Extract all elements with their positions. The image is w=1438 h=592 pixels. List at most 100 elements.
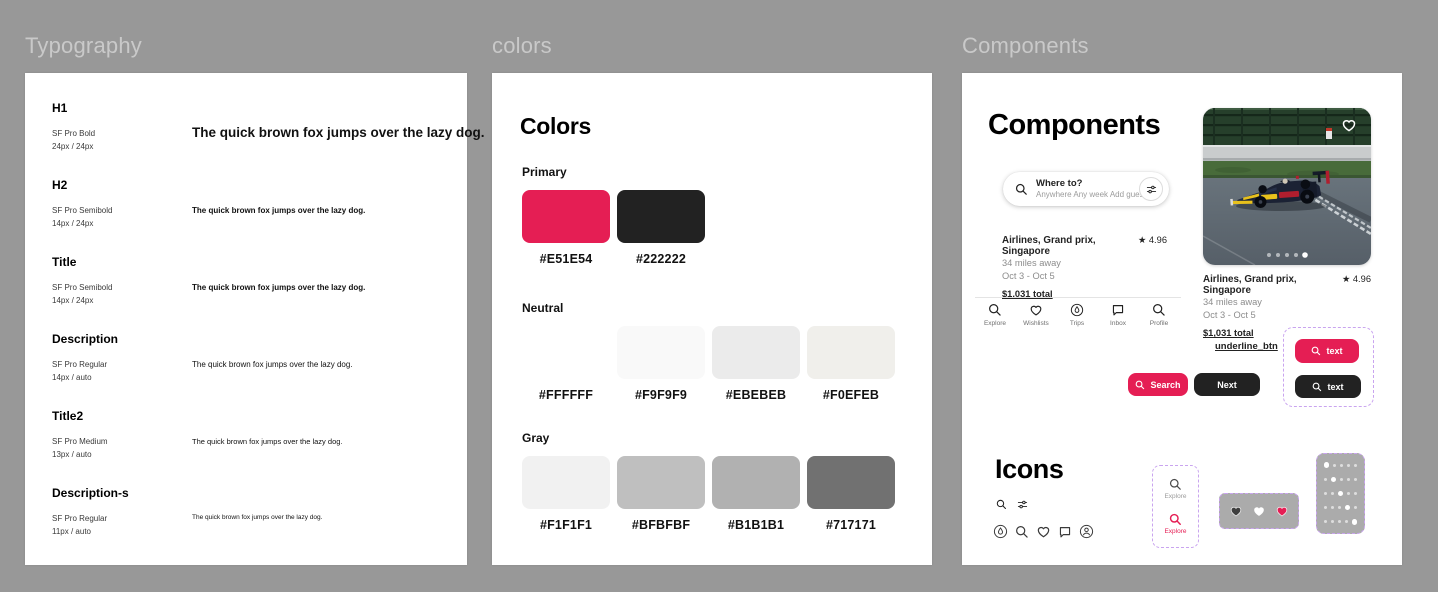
star-icon: ★ — [1137, 235, 1147, 245]
listing-card-text[interactable]: Airlines, Grand prix, Singapore ★ 4.96 3… — [1203, 274, 1371, 341]
search-icon — [1169, 513, 1181, 525]
heart-icon — [1030, 305, 1042, 316]
dot — [1337, 490, 1344, 497]
type-style-row-description-s: Description-s SF Pro Regular 11px / auto … — [52, 486, 459, 556]
dot — [1333, 463, 1337, 467]
color-swatch: #F0EFEB — [807, 326, 895, 402]
dot — [1347, 491, 1351, 495]
color-group-gray: Gray #F1F1F1 #BFBFBF #B1B1B1 #717171 — [522, 431, 895, 532]
explore-item-active[interactable]: Explore — [1164, 513, 1187, 535]
search-icon — [1313, 382, 1322, 391]
nav-item-profile[interactable]: Profile — [1139, 303, 1179, 327]
swatch-hex-label: #F1F1F1 — [539, 518, 593, 532]
listing-photo-card[interactable] — [1203, 108, 1371, 265]
search-icon — [1015, 183, 1027, 195]
next-button[interactable]: Next — [1194, 373, 1260, 396]
text-button-pink[interactable]: text — [1295, 339, 1359, 363]
search-icon — [1169, 479, 1181, 491]
dot — [1330, 491, 1334, 495]
type-style-row-h1: H1 SF Pro Bold 24px / 24px The quick brow… — [52, 101, 485, 171]
type-style-sample: The quick brown fox jumps over the lazy … — [192, 125, 485, 140]
listing-dates: Oct 3 - Oct 5 — [1203, 310, 1256, 320]
belo-circle-icon — [993, 524, 1008, 539]
button-variants-group: text text — [1283, 327, 1374, 407]
heart-icon-dark[interactable] — [1229, 504, 1243, 518]
carousel-dots — [1267, 252, 1308, 258]
type-style-name: Description-s — [52, 486, 129, 500]
color-swatch: #F9F9F9 — [617, 326, 705, 402]
dot — [1323, 491, 1327, 495]
pagination-dots-grid[interactable] — [1316, 453, 1365, 534]
color-swatch: #E51E54 — [522, 190, 610, 266]
heart-states-group — [1219, 493, 1299, 529]
swatch-hex-label: #BFBFBF — [631, 518, 691, 532]
search-icon — [1153, 304, 1165, 316]
listing-card-text[interactable]: Airlines, Grand prix, Singapore ★ 4.96 3… — [1002, 235, 1167, 302]
search-bar[interactable]: Where to? Anywhere Any week Add guests — [1003, 172, 1169, 206]
nav-item-inbox[interactable]: Inbox — [1098, 303, 1138, 327]
swatch-hex-label: #FFFFFF — [538, 388, 594, 402]
color-swatch: #F1F1F1 — [522, 456, 610, 532]
color-swatch: #222222 — [617, 190, 705, 266]
nav-item-trips[interactable]: Trips — [1057, 303, 1097, 327]
dot — [1354, 506, 1358, 510]
heart-icon-pink[interactable] — [1275, 504, 1289, 518]
nav-item-wishlists[interactable]: Wishlists — [1016, 303, 1056, 327]
explore-item-default[interactable]: Explore — [1164, 478, 1187, 500]
frame-label-components[interactable]: Components — [962, 33, 1089, 58]
heart-icon-white[interactable] — [1252, 504, 1266, 518]
bottom-nav: Explore Wishlists Trips Inbox Profile — [975, 303, 1179, 327]
dot — [1344, 504, 1351, 511]
chat-bubble-icon — [1112, 305, 1124, 316]
type-style-sample: The quick brown fox jumps over the lazy … — [192, 437, 343, 446]
type-style-row-title2: Title2 SF Pro Medium 13px / auto The quic… — [52, 409, 459, 479]
colors-title: Colors — [520, 113, 592, 139]
listing-distance: 34 miles away — [1002, 258, 1061, 268]
dot — [1354, 491, 1358, 495]
color-group-neutral: Neutral #FFFFFF #F9F9F9 #EBEBEB #F0EFEB — [522, 301, 895, 402]
search-icon — [1136, 380, 1145, 389]
listing-price[interactable]: $1,031 total — [1002, 289, 1053, 299]
swatch-hex-label: #717171 — [825, 518, 877, 532]
typography-panel: H1 SF Pro Bold 24px / 24px The quick brow… — [25, 73, 485, 565]
dot — [1330, 506, 1334, 510]
type-style-meta: SF Pro Medium 13px / auto — [52, 437, 108, 459]
search-icon — [989, 304, 1001, 316]
dot — [1323, 462, 1330, 468]
filter-button[interactable] — [1139, 177, 1163, 201]
search-icon — [1016, 525, 1028, 538]
type-style-row-h2: H2 SF Pro Semibold 14px / 24px The quick … — [52, 178, 459, 248]
type-style-name: H2 — [52, 178, 68, 192]
type-style-meta: SF Pro Semibold 14px / 24px — [52, 283, 113, 305]
color-swatch: #FFFFFF — [522, 326, 610, 402]
nav-divider — [975, 297, 1181, 298]
nav-item-explore[interactable]: Explore — [975, 303, 1015, 327]
search-icon — [1312, 346, 1321, 356]
listing-rating: ★ 4.96 — [1137, 235, 1167, 245]
swatch-hex-label: #B1B1B1 — [727, 518, 785, 532]
dot — [1351, 519, 1358, 525]
underline-button[interactable]: underline_btn — [1215, 341, 1278, 352]
explore-variants-group: Explore Explore — [1152, 465, 1199, 548]
type-style-meta: SF Pro Regular 11px / auto — [52, 514, 108, 536]
listing-dates: Oct 3 - Oct 5 — [1002, 271, 1055, 281]
listing-title: Airlines, Grand prix, Singapore — [1203, 274, 1297, 296]
type-style-row-description: Description SF Pro Regular 14px / auto Th… — [52, 332, 459, 402]
frame-label-colors[interactable]: colors — [492, 33, 552, 58]
search-button[interactable]: Search — [1128, 373, 1188, 396]
small-icons-row — [996, 499, 1028, 510]
listing-price[interactable]: $1,031 total — [1203, 328, 1254, 338]
listing-rating: ★ 4.96 — [1341, 274, 1371, 284]
components-title: Components — [988, 109, 1161, 141]
text-button-dark[interactable]: text — [1295, 375, 1361, 398]
color-group-primary: Primary #E51E54 #222222 — [522, 165, 705, 266]
dot — [1330, 476, 1337, 483]
swatch-hex-label: #F0EFEB — [822, 388, 880, 402]
type-style-name: Title2 — [52, 409, 84, 423]
dot — [1323, 520, 1327, 524]
chat-bubble-icon — [1059, 526, 1071, 537]
listing-distance: 34 miles away — [1203, 297, 1262, 307]
color-swatch: #B1B1B1 — [712, 456, 800, 532]
color-swatch: #BFBFBF — [617, 456, 705, 532]
frame-label-typography[interactable]: Typography — [25, 33, 142, 58]
